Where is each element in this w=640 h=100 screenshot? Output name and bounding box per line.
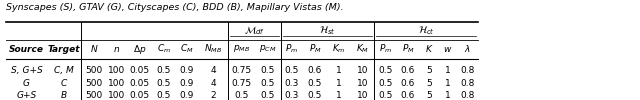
Text: 0.5: 0.5 (308, 91, 322, 100)
Text: 0.8: 0.8 (460, 91, 474, 100)
Text: $C_m$: $C_m$ (157, 43, 171, 55)
Text: 0.5: 0.5 (260, 78, 275, 88)
Text: 0.5: 0.5 (260, 66, 275, 75)
Text: 10: 10 (356, 91, 368, 100)
Text: 0.9: 0.9 (179, 66, 194, 75)
Text: 100: 100 (108, 66, 125, 75)
Text: G: G (23, 78, 30, 88)
Text: B: B (61, 91, 67, 100)
Text: Target: Target (48, 44, 80, 54)
Text: $p_{MB}$: $p_{MB}$ (233, 44, 250, 54)
Text: $N_{MB}$: $N_{MB}$ (204, 43, 222, 55)
Text: 5: 5 (427, 66, 432, 75)
Text: 100: 100 (108, 91, 125, 100)
Text: 0.9: 0.9 (179, 78, 194, 88)
Text: 0.05: 0.05 (130, 91, 150, 100)
Text: 5: 5 (427, 91, 432, 100)
Text: $K$: $K$ (425, 44, 434, 54)
Text: $p_{CM}$: $p_{CM}$ (259, 44, 276, 54)
Text: 0.5: 0.5 (234, 91, 248, 100)
Text: 0.5: 0.5 (378, 78, 392, 88)
Text: $P_m$: $P_m$ (379, 43, 392, 55)
Text: $P_M$: $P_M$ (402, 43, 414, 55)
Text: 1: 1 (445, 91, 451, 100)
Text: 0.8: 0.8 (460, 66, 474, 75)
Text: 2: 2 (211, 91, 216, 100)
Text: S, G+S: S, G+S (11, 66, 42, 75)
Text: 0.05: 0.05 (130, 66, 150, 75)
Text: 1: 1 (445, 78, 451, 88)
Text: $\mathcal{M}_{df}$: $\mathcal{M}_{df}$ (244, 24, 265, 37)
Text: $\lambda$: $\lambda$ (464, 44, 470, 54)
Text: $P_m$: $P_m$ (285, 43, 298, 55)
Text: 0.8: 0.8 (460, 78, 474, 88)
Text: 0.05: 0.05 (130, 78, 150, 88)
Text: 0.6: 0.6 (401, 78, 415, 88)
Text: 0.5: 0.5 (378, 91, 392, 100)
Text: Synscapes (S), GTAV (G), Cityscapes (C), BDD (B), Mapillary Vistas (M).: Synscapes (S), GTAV (G), Cityscapes (C),… (6, 2, 344, 12)
Text: 500: 500 (86, 66, 102, 75)
Text: 0.3: 0.3 (285, 91, 299, 100)
Text: 0.5: 0.5 (157, 66, 171, 75)
Text: $N$: $N$ (90, 44, 99, 54)
Text: 1: 1 (336, 66, 341, 75)
Text: 0.5: 0.5 (285, 66, 299, 75)
Text: C: C (61, 78, 67, 88)
Text: 0.6: 0.6 (401, 91, 415, 100)
Text: $C_M$: $C_M$ (180, 43, 193, 55)
Text: 100: 100 (108, 78, 125, 88)
Text: 500: 500 (86, 91, 102, 100)
Text: 0.75: 0.75 (231, 78, 252, 88)
Text: $K_M$: $K_M$ (356, 43, 369, 55)
Text: 5: 5 (427, 78, 432, 88)
Text: $\mathcal{H}_{st}$: $\mathcal{H}_{st}$ (319, 24, 336, 37)
Text: $\Delta p$: $\Delta p$ (133, 42, 147, 56)
Text: C, M: C, M (54, 66, 74, 75)
Text: 0.5: 0.5 (378, 66, 392, 75)
Text: $n$: $n$ (113, 44, 120, 54)
Text: 0.5: 0.5 (308, 78, 322, 88)
Text: 0.75: 0.75 (231, 66, 252, 75)
Text: 4: 4 (211, 66, 216, 75)
Text: 1: 1 (336, 91, 341, 100)
Text: $w$: $w$ (443, 44, 452, 54)
Text: 0.5: 0.5 (260, 91, 275, 100)
Text: 500: 500 (86, 78, 102, 88)
Text: 0.6: 0.6 (308, 66, 322, 75)
Text: $\mathcal{H}_{ct}$: $\mathcal{H}_{ct}$ (418, 24, 435, 37)
Text: 10: 10 (356, 78, 368, 88)
Text: 0.3: 0.3 (285, 78, 299, 88)
Text: 10: 10 (356, 66, 368, 75)
Text: 0.6: 0.6 (401, 66, 415, 75)
Text: $K_m$: $K_m$ (332, 43, 346, 55)
Text: 0.5: 0.5 (157, 78, 171, 88)
Text: Source: Source (9, 44, 44, 54)
Text: 0.5: 0.5 (157, 91, 171, 100)
Text: $P_M$: $P_M$ (308, 43, 321, 55)
Text: 4: 4 (211, 78, 216, 88)
Text: G+S: G+S (17, 91, 36, 100)
Text: 1: 1 (336, 78, 341, 88)
Text: 0.9: 0.9 (179, 91, 194, 100)
Text: 1: 1 (445, 66, 451, 75)
